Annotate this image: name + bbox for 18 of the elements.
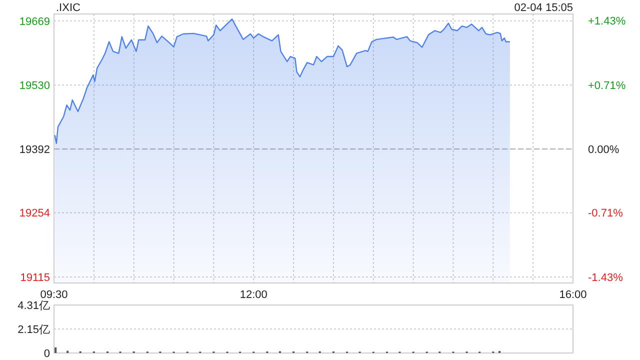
y2-tick-label: +0.71% xyxy=(588,80,626,92)
y-tick-label: 19669 xyxy=(19,16,50,28)
y-tick-label: 19530 xyxy=(19,80,50,92)
x-tick-label: 12:00 xyxy=(240,289,268,301)
x-tick-label: 16:00 xyxy=(559,289,587,301)
x-tick-label: 09:30 xyxy=(40,289,68,301)
y-tick-label: 0 xyxy=(44,348,50,360)
y2-tick-label: -1.43% xyxy=(588,272,624,284)
y-tick-label: 4.31亿 xyxy=(18,300,50,312)
y-tick-label: 19392 xyxy=(19,144,50,156)
y2-tick-label: 0.00% xyxy=(588,144,620,156)
y-tick-label: 2.15亿 xyxy=(18,324,50,336)
y-tick-label: 19254 xyxy=(19,208,50,220)
y2-tick-label: -0.71% xyxy=(588,207,624,220)
y-tick-label: 19115 xyxy=(20,272,50,284)
text: 02-04 15:05 xyxy=(514,2,573,14)
chart-title: .IXIC xyxy=(56,2,81,14)
y2-tick-label: +1.43% xyxy=(588,16,626,28)
